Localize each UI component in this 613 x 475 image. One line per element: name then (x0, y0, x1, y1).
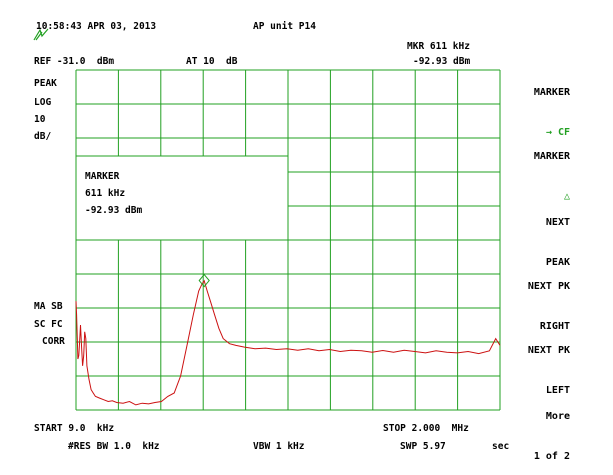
softkey-line2: PEAK (545, 257, 570, 268)
softkey-line1: MARKER (533, 87, 570, 98)
scale-value-label: 10 (34, 114, 46, 125)
softkey-next-peak-left[interactable]: NEXT PK LEFT (528, 321, 570, 409)
marker-box-title: MARKER (85, 171, 120, 182)
softkey-marker-to-cf[interactable]: MARKER → CF (534, 63, 570, 151)
start-frequency: START 9.0 kHz (34, 423, 115, 434)
page-title: AP unit P14 (253, 21, 316, 32)
timestamp: 10:58:43 APR 03, 2013 (36, 21, 157, 32)
resolution-bandwidth: #RES BW 1.0 kHz (68, 441, 160, 452)
softkey-line1: NEXT (545, 217, 570, 228)
softkey-line1: More (545, 411, 570, 422)
softkey-next-peak-right[interactable]: NEXT PK RIGHT (528, 257, 570, 345)
softkey-line2: RIGHT (539, 321, 570, 332)
softkey-line2: → CF (545, 127, 570, 138)
softkey-line2: △ (563, 191, 570, 202)
ma-sb-label: MA SB (34, 301, 63, 312)
ref-level: REF -31.0 dBm (34, 56, 115, 67)
marker-box-level: -92.93 dBm (85, 205, 143, 216)
corr-label: CORR (42, 336, 65, 347)
softkey-line2: LEFT (545, 385, 570, 396)
stop-frequency: STOP 2.000 MHz (383, 423, 469, 434)
softkey-more[interactable]: More 1 of 2 (534, 387, 570, 475)
sweep-time: SWP 5.97 (400, 441, 446, 452)
marker-readout-label: MKR 611 kHz (407, 41, 470, 52)
marker-box-freq: 611 kHz (85, 188, 126, 199)
scale-unit-label: dB/ (34, 131, 52, 142)
detector-label: PEAK (34, 78, 57, 89)
softkey-next-peak[interactable]: NEXT PEAK (546, 193, 570, 281)
sweep-unit: sec (492, 441, 510, 452)
marker-box-border (75, 155, 289, 241)
softkey-line1: NEXT PK (527, 345, 570, 356)
marker-diamond-icon (198, 273, 210, 288)
spectrum-plot (75, 69, 501, 411)
scale-type-label: LOG (34, 97, 52, 108)
attenuation: AT 10 dB (186, 56, 238, 67)
softkey-line1: NEXT PK (527, 281, 570, 292)
softkey-marker-delta[interactable]: MARKER △ (534, 127, 570, 215)
video-bandwidth: VBW 1 kHz (253, 441, 305, 452)
sc-fc-label: SC FC (34, 319, 63, 330)
marker-readout-value: -92.93 dBm (413, 56, 471, 67)
marker-box-bg (76, 156, 288, 240)
softkey-line1: MARKER (533, 151, 570, 162)
trace-line (75, 279, 501, 406)
softkey-line2: 1 of 2 (533, 451, 570, 462)
agilent-logo-icon (33, 28, 49, 41)
